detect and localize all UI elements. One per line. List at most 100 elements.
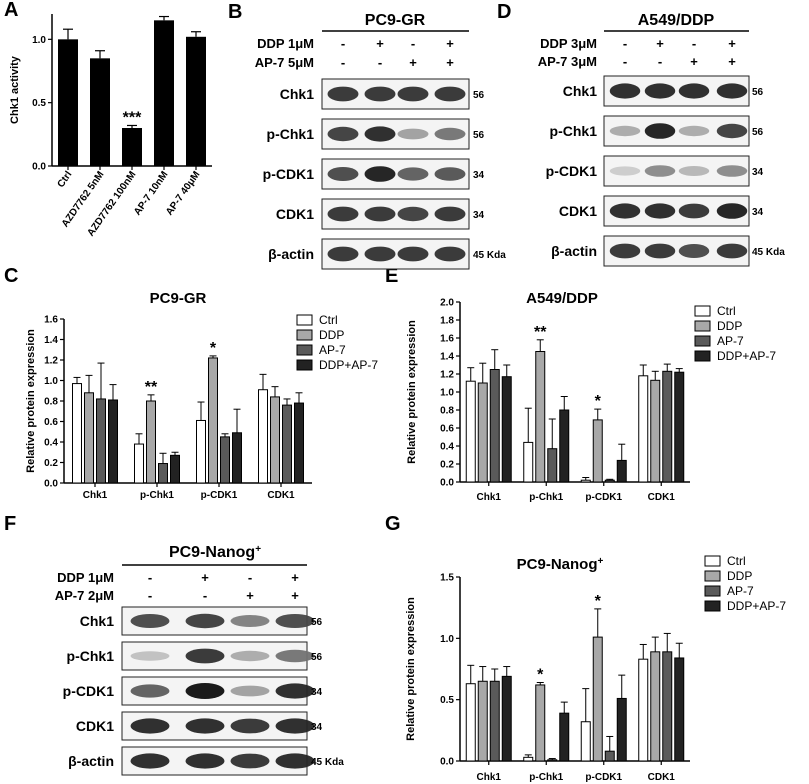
treatment-sign: + [291,570,299,585]
y-tick-label: 1.0 [44,376,58,387]
blot-band [609,83,641,99]
bar [662,370,673,483]
legend-swatch [296,329,313,341]
blot-row-label: β-actin [68,753,114,769]
treatment-sign: + [376,36,384,51]
blot-band [434,246,466,262]
treatment-sign: - [148,588,152,603]
legend-label: AP-7 [717,334,744,348]
blot-row: p-Chk1 56 [267,118,485,150]
legend-label: DDP+AP-7 [727,599,786,613]
bar [146,400,156,484]
treatment-sign: - [692,36,696,51]
blot-band [716,83,748,99]
blot-band [644,243,676,259]
bar [489,369,500,483]
blot-row: p-Chk1 56 [67,641,323,671]
blot-row: CDK1 34 [559,195,764,227]
blot-band [609,166,641,176]
molecular-weight-label: 34 [473,210,485,221]
treatment-label: DDP 1μM [57,570,114,585]
bar [134,443,144,484]
legend-label: DDP+AP-7 [717,349,776,363]
bar [232,432,242,484]
y-tick-label: 0.6 [440,424,454,435]
molecular-weight-label: 45 Kda [752,247,785,258]
blot-band [185,683,225,699]
y-tick-label: 0.2 [440,460,454,471]
legend-label: AP-7 [727,584,754,598]
treatment-sign: - [341,55,345,70]
y-tick-label: 1.5 [440,573,454,584]
blot-row-label: β-actin [268,246,314,262]
treatment-label: AP-7 5μM [255,55,314,70]
bar [559,409,570,483]
treatment-sign: + [728,36,736,51]
treatment-sign: + [446,55,454,70]
blot-band [609,203,641,219]
y-tick-label: 1.4 [44,335,58,346]
bar [650,379,661,483]
x-tick-label: p-CDK1 [201,490,238,501]
x-tick-label: Chk1 [83,490,108,501]
panel-label-g: G [385,513,401,535]
y-tick-label: 1.6 [44,315,58,326]
blot-title: PC9-GR [365,12,426,29]
bar [282,404,292,484]
blot-row: Chk1 56 [563,75,764,107]
blot-band [397,86,429,102]
treatment-sign: - [341,36,345,51]
blot-band [327,86,359,102]
y-tick-label: 0.6 [44,417,58,428]
blot-row: p-CDK1 34 [546,155,764,187]
bar [90,58,110,167]
bar [170,454,180,484]
blot-row-label: p-CDK1 [546,163,598,179]
blot-band [644,123,676,139]
blot-band [327,126,359,142]
legend-swatch [704,555,721,567]
blot-band [397,128,429,140]
treatment-sign: - [623,36,627,51]
y-tick-label: 0.0 [44,479,58,490]
x-tick-label: CDK1 [648,772,676,783]
blot-row-label: p-CDK1 [63,683,115,699]
bar [523,756,534,762]
bar [465,683,476,762]
bar [662,651,673,762]
blot-band [275,649,315,663]
blot-band [434,206,466,222]
treatment-sign: - [378,55,382,70]
bar [535,684,546,762]
y-tick-label: 0.5 [440,695,454,706]
bar [96,398,106,484]
y-axis-label: Relative protein expression [25,329,37,473]
bar [559,712,570,762]
treatment-sign: - [248,570,252,585]
y-tick-label: 1.0 [440,634,454,645]
blot-row: β-actin 45 Kda [68,746,344,776]
treatment-sign: + [246,588,254,603]
treatment-sign: + [446,36,454,51]
blot-row-label: CDK1 [76,718,114,734]
molecular-weight-label: 56 [752,127,764,138]
x-tick-label: CDK1 [267,490,295,501]
bar [674,657,685,762]
blot-band [327,246,359,262]
bar [604,479,615,483]
y-tick-label: 2.0 [440,298,454,309]
panel-label-a: A [4,0,18,21]
blot-row: β-actin 45 Kda [268,238,506,270]
bar [547,448,558,483]
y-tick-label: 0.0 [440,478,454,489]
blot-f: PC9-Nanog+DDP 1μM - + - +AP-7 2μM - - + +Chk1 56p… [55,544,344,776]
significance-label: ** [145,379,158,396]
x-tick-label: p-Chk1 [529,492,563,503]
treatment-sign: - [658,54,662,69]
treatment-label: AP-7 2μM [55,588,114,603]
legend-label: DDP [727,569,752,583]
blot-title: A549/DDP [638,12,715,29]
y-axis-label: Relative protein expression [405,597,417,741]
